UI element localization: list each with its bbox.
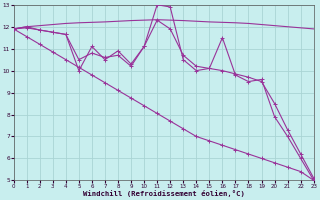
X-axis label: Windchill (Refroidissement éolien,°C): Windchill (Refroidissement éolien,°C) [83,190,244,197]
